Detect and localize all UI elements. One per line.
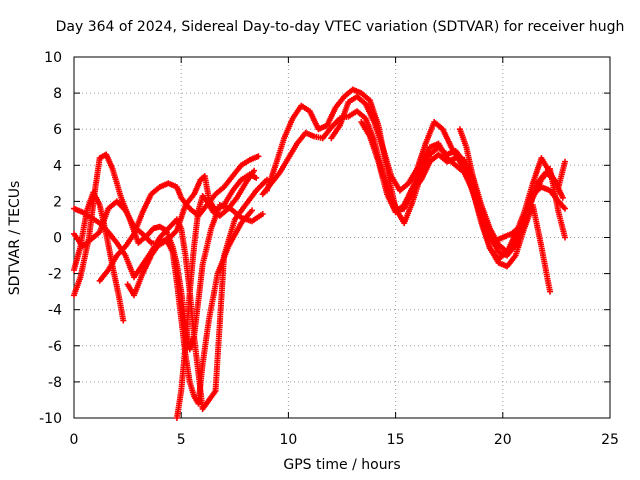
series-markers — [96, 153, 262, 284]
x-tick-label: 25 — [601, 432, 619, 448]
series-7 — [96, 153, 262, 284]
y-tick-label: 2 — [53, 194, 62, 210]
y-tick-label: -10 — [39, 411, 62, 427]
y-tick-label: -2 — [48, 267, 62, 283]
series-markers — [456, 126, 568, 255]
x-tick-label: 15 — [387, 432, 405, 448]
y-tick-label: -8 — [48, 375, 62, 391]
y-tick-label: -4 — [48, 303, 62, 319]
y-tick-label: 8 — [53, 86, 62, 102]
grid — [74, 57, 610, 418]
x-tick-label: 0 — [70, 432, 79, 448]
y-tick-label: 6 — [53, 122, 62, 138]
x-tick-label: 10 — [279, 432, 297, 448]
series-11 — [358, 119, 568, 263]
x-axis-label: GPS time / hours — [283, 457, 400, 473]
y-axis-label: SDTVAR / TECUs — [7, 181, 23, 296]
series-markers — [358, 119, 568, 263]
y-tick-label: 4 — [53, 158, 62, 174]
chart-title: Day 364 of 2024, Sidereal Day-to-day VTE… — [56, 19, 625, 35]
data-points — [71, 86, 568, 421]
x-tick-label: 5 — [177, 432, 186, 448]
series-markers — [173, 167, 258, 421]
axis-ticks: 0 5 10 15 20 25 -10 -8 -6 -4 -2 0 2 4 6 8 10 — [39, 50, 619, 448]
y-tick-label: 10 — [44, 50, 62, 66]
series-6 — [173, 167, 258, 421]
y-tick-label: -6 — [48, 339, 62, 355]
y-tick-label: 0 — [53, 231, 62, 247]
series-12 — [456, 126, 568, 255]
x-tick-label: 20 — [494, 432, 512, 448]
